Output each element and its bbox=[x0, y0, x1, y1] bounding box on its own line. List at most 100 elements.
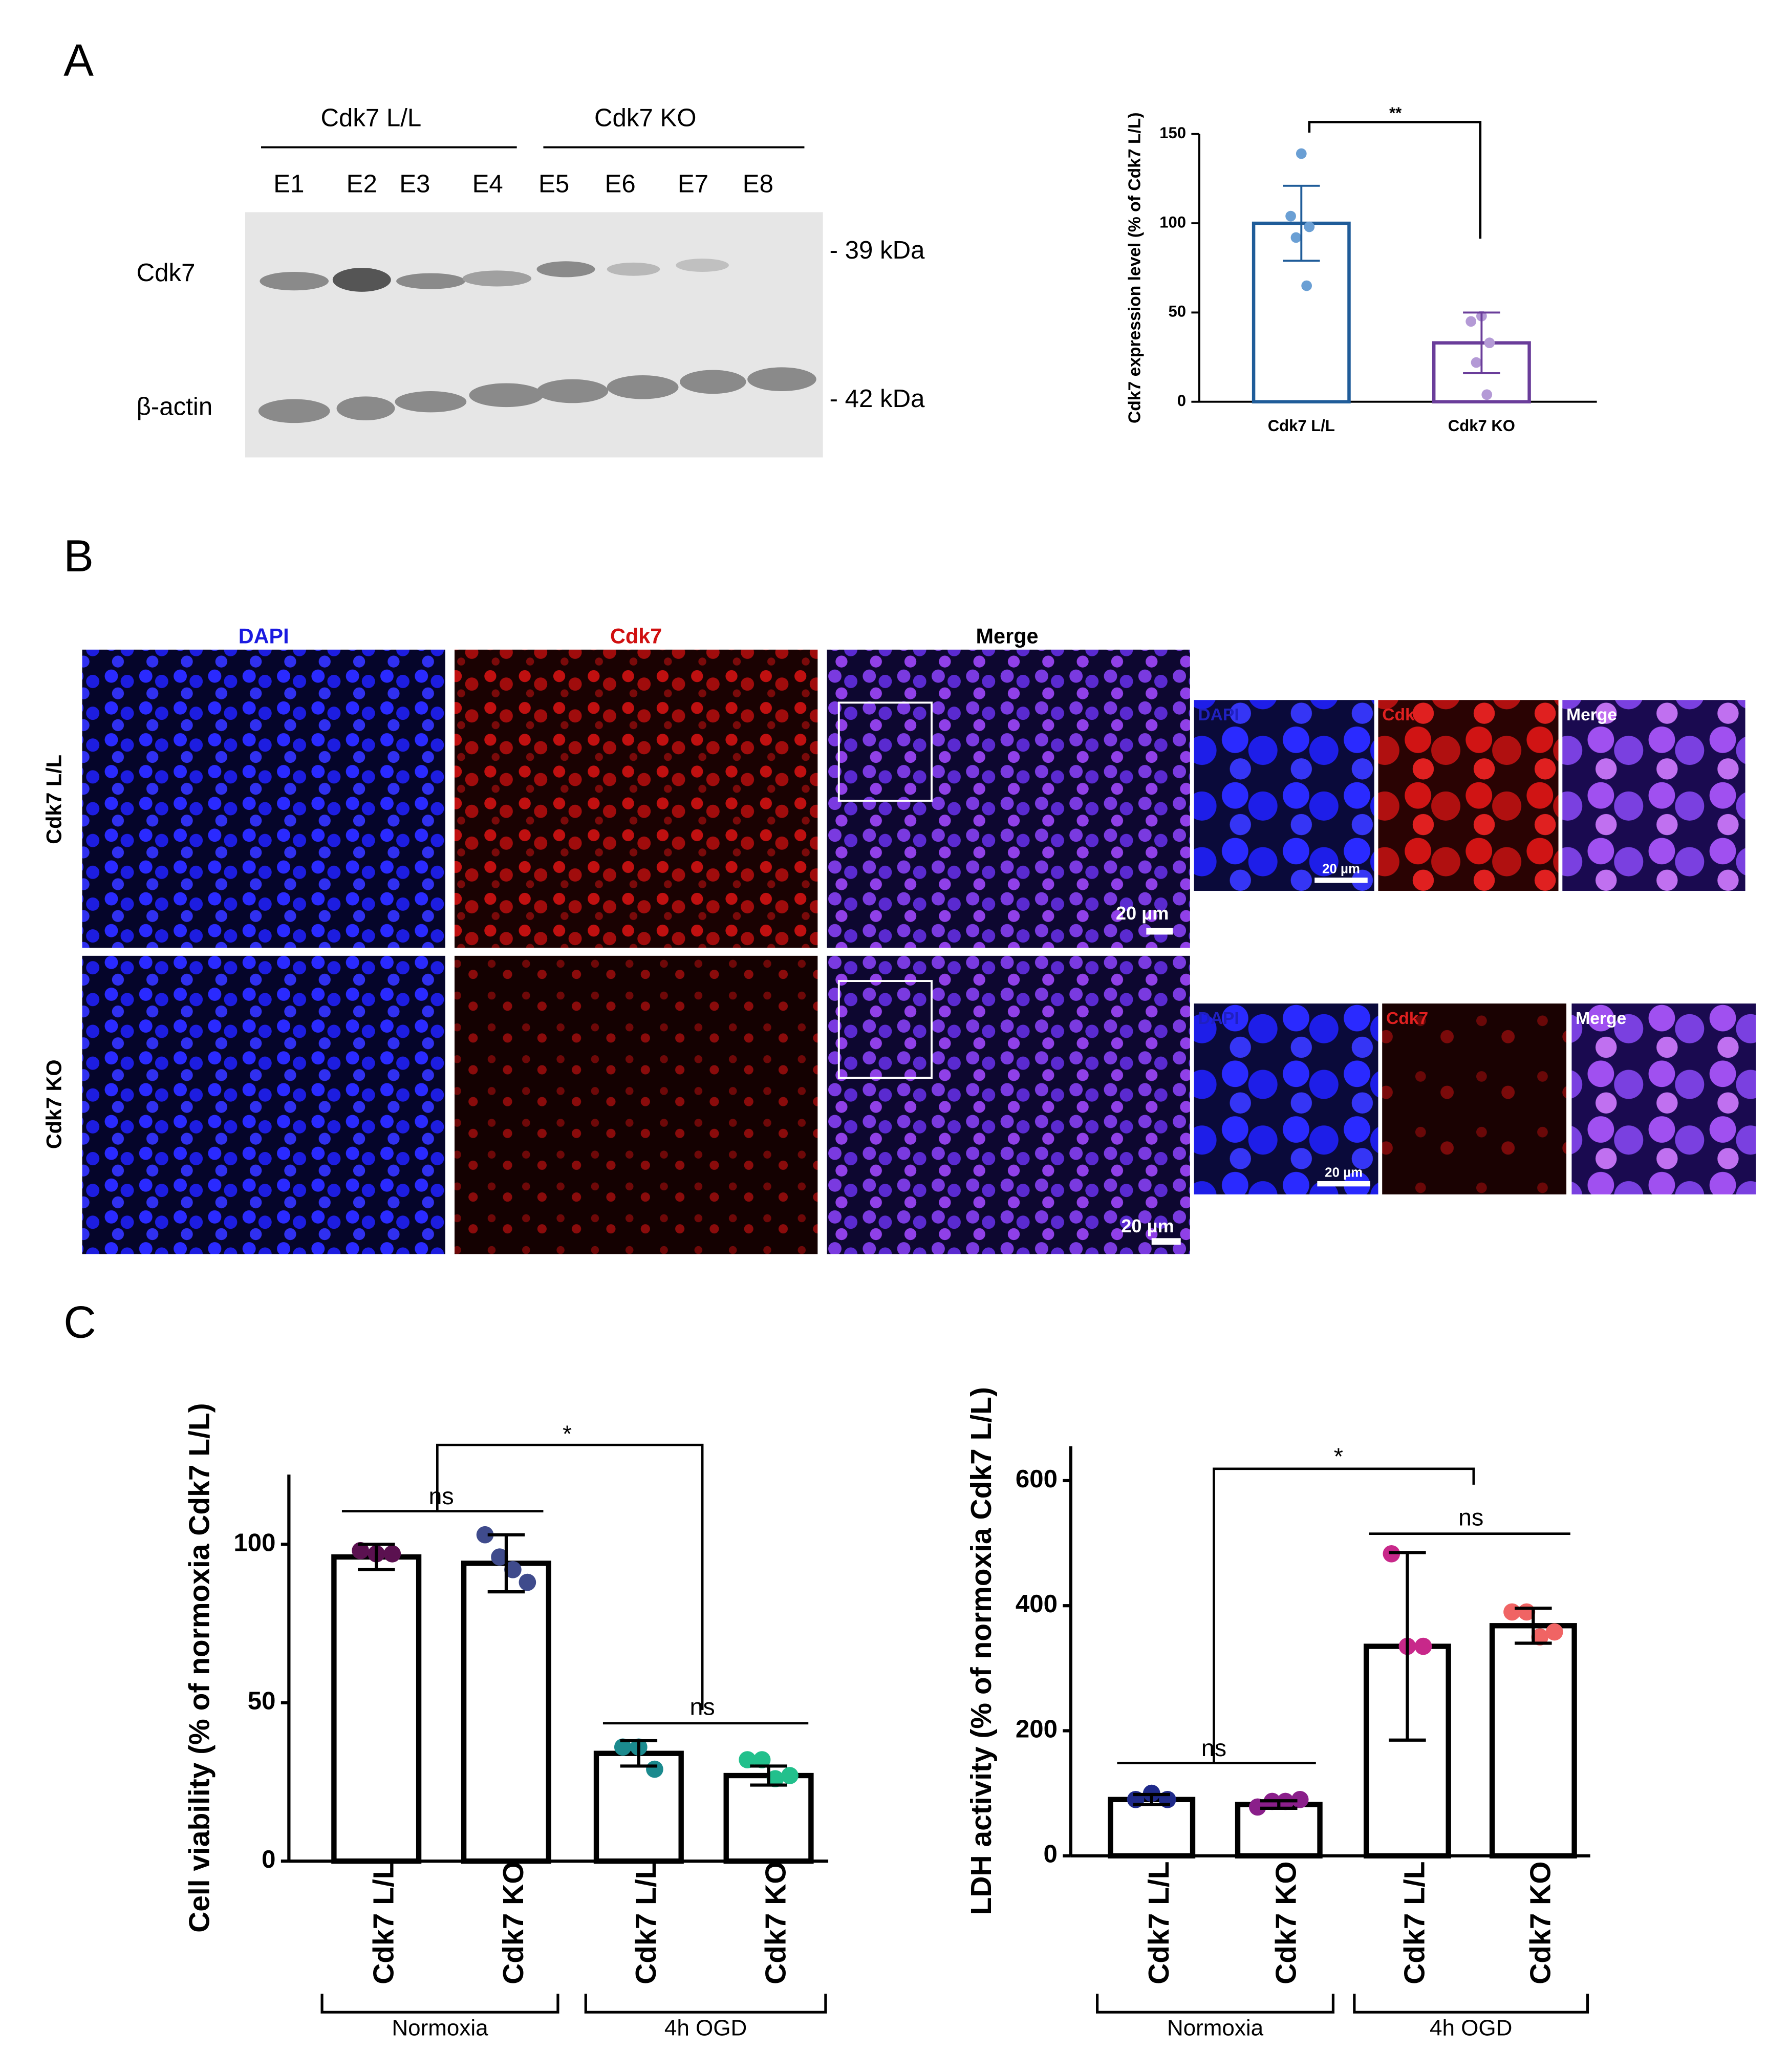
inset-channel-label: Cdk7 bbox=[1386, 1009, 1428, 1028]
significance-bracket bbox=[1308, 121, 1482, 239]
y-tick-label: 600 bbox=[1016, 1465, 1058, 1493]
group-bracket bbox=[1096, 1993, 1335, 2014]
category-label: Cdk7 L/L bbox=[1398, 1861, 1431, 1984]
error-bar bbox=[487, 1533, 525, 1594]
significance-label: ** bbox=[1389, 104, 1402, 122]
significance-label: * bbox=[1334, 1443, 1343, 1469]
data-point bbox=[1290, 232, 1302, 243]
panel-label: C bbox=[63, 1296, 96, 1347]
y-tick-label: 100 bbox=[233, 1528, 275, 1556]
lane-label: E7 bbox=[678, 170, 708, 198]
data-point bbox=[646, 1760, 663, 1778]
y-tick-label: 50 bbox=[248, 1687, 276, 1715]
lane-label: E5 bbox=[538, 170, 569, 198]
error-bar bbox=[1133, 1792, 1170, 1806]
inset-channel-label: Cdk7 bbox=[1382, 706, 1424, 724]
data-point bbox=[739, 1751, 756, 1768]
error-bar bbox=[1389, 1551, 1426, 1742]
scale-bar-label: 20 µm bbox=[1322, 862, 1360, 876]
category-label: Cdk7 KO bbox=[1269, 1861, 1302, 1984]
error-bar bbox=[1463, 311, 1500, 374]
lane-label: E4 bbox=[472, 170, 503, 198]
data-point bbox=[352, 1542, 370, 1560]
scale-bar-label: 20 µm bbox=[1121, 1215, 1174, 1236]
bar bbox=[723, 1772, 814, 1864]
scale-bar-label: 20 µm bbox=[1116, 903, 1169, 924]
channel-label: Cdk7 bbox=[610, 624, 662, 648]
data-point bbox=[491, 1548, 508, 1566]
category-label: Cdk7 KO bbox=[1524, 1861, 1557, 1984]
data-point bbox=[1414, 1637, 1432, 1655]
data-point bbox=[1481, 389, 1493, 400]
error-bar bbox=[1515, 1606, 1552, 1645]
data-point bbox=[1471, 357, 1482, 368]
data-point bbox=[1465, 316, 1477, 327]
y-axis-label: Cdk7 expression level (% of Cdk7 L/L) bbox=[1126, 112, 1145, 423]
category-label: Cdk7 KO bbox=[760, 1861, 792, 1984]
y-tick-label: 0 bbox=[1177, 392, 1186, 410]
y-axis-label: LDH activity (% of normoxia Cdk7 L/L) bbox=[965, 1387, 998, 1915]
data-point bbox=[1304, 221, 1315, 232]
channel-label: DAPI bbox=[239, 624, 289, 648]
y-tick-label: 100 bbox=[1159, 213, 1186, 231]
significance-label: ns bbox=[1458, 1504, 1483, 1530]
lane-label: E1 bbox=[273, 170, 304, 198]
y-tick-label: 200 bbox=[1016, 1715, 1058, 1743]
panel-label: B bbox=[63, 530, 94, 581]
y-tick-label: 0 bbox=[262, 1845, 275, 1873]
data-point bbox=[753, 1751, 771, 1768]
y-tick-label: 50 bbox=[1169, 303, 1187, 321]
group-label: 4h OGD bbox=[664, 2015, 747, 2040]
bar bbox=[1489, 1623, 1577, 1859]
inset-channel-label: DAPI bbox=[1198, 706, 1239, 724]
blot-group-label: Cdk7 L/L bbox=[320, 103, 421, 132]
data-point bbox=[519, 1573, 536, 1591]
inset-channel-label: Merge bbox=[1576, 1009, 1626, 1028]
lane-label: E8 bbox=[743, 170, 773, 198]
error-bar bbox=[620, 1739, 658, 1768]
significance-label: * bbox=[563, 1420, 572, 1447]
category-label: Cdk7 L/L bbox=[630, 1861, 662, 1984]
data-point bbox=[1545, 1623, 1563, 1641]
data-point bbox=[1249, 1798, 1266, 1816]
inset-channel-label: DAPI bbox=[1198, 1009, 1239, 1028]
data-point bbox=[476, 1526, 494, 1544]
error-bar bbox=[1283, 184, 1320, 262]
bar bbox=[1235, 1802, 1323, 1859]
data-point bbox=[1285, 210, 1296, 222]
condition-label: Cdk7 L/L bbox=[42, 755, 66, 844]
data-point bbox=[1291, 1790, 1309, 1808]
blot-row-label: β-actin bbox=[137, 393, 213, 421]
microscopy-images bbox=[82, 649, 1756, 1254]
bar bbox=[593, 1750, 684, 1864]
data-point bbox=[1531, 1628, 1549, 1646]
data-point bbox=[781, 1767, 799, 1784]
error-bar bbox=[1260, 1799, 1298, 1810]
lane-label: E3 bbox=[399, 170, 430, 198]
significance-bracket bbox=[436, 1443, 704, 1710]
group-label: 4h OGD bbox=[1430, 2015, 1512, 2040]
data-point bbox=[504, 1561, 522, 1578]
y-tick-label: 0 bbox=[1044, 1840, 1058, 1868]
panel-label: A bbox=[63, 35, 94, 86]
blot-marker: - 42 kDa bbox=[830, 385, 925, 413]
channel-label: Merge bbox=[976, 624, 1039, 648]
significance-bracket bbox=[1213, 1467, 1475, 1763]
blot-row-label: Cdk7 bbox=[137, 259, 196, 287]
significance-label: ns bbox=[428, 1483, 454, 1509]
error-bar bbox=[750, 1764, 787, 1787]
group-bracket bbox=[320, 1993, 559, 2014]
blot-marker: - 39 kDa bbox=[830, 236, 925, 264]
group-bracket bbox=[584, 1993, 827, 2014]
lane-label: E6 bbox=[605, 170, 636, 198]
group-bracket bbox=[1353, 1993, 1589, 2014]
lane-label: E2 bbox=[347, 170, 377, 198]
data-point bbox=[1296, 148, 1307, 159]
category-label: Cdk7 KO bbox=[497, 1861, 530, 1984]
data-point bbox=[614, 1738, 632, 1756]
y-axis-label: Cell viability (% of normoxia Cdk7 L/L) bbox=[183, 1403, 216, 1933]
scale-bar-label: 20 µm bbox=[1325, 1165, 1363, 1180]
western-blot bbox=[245, 146, 823, 458]
